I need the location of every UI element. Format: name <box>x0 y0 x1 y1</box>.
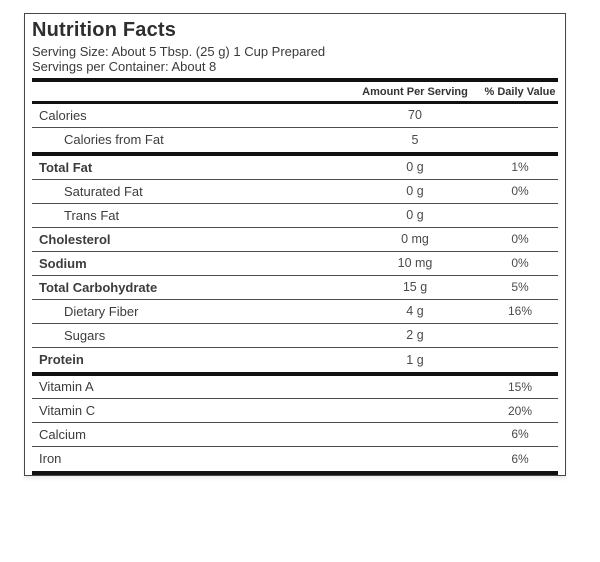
nutrient-daily-value: 6% <box>511 451 529 466</box>
nutrient-name: Total Fat <box>39 159 93 175</box>
nutrition-label: Nutrition Facts Serving Size: About 5 Tb… <box>24 13 566 476</box>
nutrient-daily-value: 1% <box>511 160 529 174</box>
servings-per-container-text: Servings per Container: About 8 <box>32 59 217 74</box>
vitamins-thick-divider <box>32 371 558 376</box>
column-header-row: Amount Per Serving % Daily Value <box>32 82 558 101</box>
nutrient-name: Sodium <box>39 255 87 271</box>
row-vitamin-a: Vitamin A 15% <box>32 376 558 400</box>
nutrient-amount: 70 <box>408 108 422 122</box>
nutrient-name: Total Carbohydrate <box>39 279 158 295</box>
nutrient-name: Vitamin C <box>39 403 96 419</box>
nutrient-amount: 5 <box>411 132 419 147</box>
nutrient-name: Calories from Fat <box>64 132 164 147</box>
nutrition-facts-title: Nutrition Facts <box>32 19 177 41</box>
row-saturated-fat: Saturated Fat 0 g 0% <box>32 180 558 204</box>
bottom-thick-divider <box>32 470 558 475</box>
row-calcium: Calcium 6% <box>32 423 558 447</box>
daily-value-header: % Daily Value <box>484 85 556 98</box>
nutrient-name: Vitamin A <box>39 379 94 395</box>
nutrient-name: Saturated Fat <box>64 183 143 199</box>
row-sodium: Sodium 10 mg 0% <box>32 252 558 276</box>
nutrient-daily-value: 6% <box>511 427 529 442</box>
nutrient-amount: 10 mg <box>397 256 433 270</box>
nutrient-name: Sugars <box>64 327 106 343</box>
row-sugars: Sugars 2 g <box>32 324 558 348</box>
column-header-divider <box>32 101 558 104</box>
nutrient-name: Dietary Fiber <box>64 303 139 319</box>
nutrient-daily-value: 0% <box>511 256 529 270</box>
nutrient-amount: 0 mg <box>401 232 429 246</box>
nutrient-amount: 0 g <box>406 208 424 222</box>
nutrient-name: Calories <box>39 107 87 123</box>
amount-per-serving-header: Amount Per Serving <box>362 85 468 98</box>
row-vitamin-c: Vitamin C 20% <box>32 399 558 424</box>
nutrient-name: Protein <box>39 352 84 367</box>
nutrient-name: Trans Fat <box>64 207 120 223</box>
nutrient-amount: 0 g <box>406 160 424 174</box>
nutrient-name: Iron <box>39 451 62 467</box>
nutrient-amount: 1 g <box>406 352 424 367</box>
row-calories-from-fat: Calories from Fat 5 <box>32 128 558 152</box>
nutrient-daily-value: 15% <box>507 379 533 394</box>
nutrient-amount: 2 g <box>406 328 424 342</box>
row-dietary-fiber: Dietary Fiber 4 g 16% <box>32 300 558 324</box>
row-iron: Iron 6% <box>32 447 558 471</box>
nutrient-name: Cholesterol <box>39 231 111 247</box>
row-protein: Protein 1 g <box>32 348 558 372</box>
row-total-fat: Total Fat 0 g 1% <box>32 156 558 180</box>
nutrient-amount: 15 g <box>402 280 428 294</box>
nutrient-daily-value: 16% <box>507 304 533 318</box>
section-thick-divider <box>32 151 558 156</box>
nutrient-daily-value: 0% <box>511 184 529 198</box>
row-total-carbohydrate: Total Carbohydrate 15 g 5% <box>32 276 558 300</box>
serving-size-text: Serving Size: About 5 Tbsp. (25 g) 1 Cup… <box>32 44 326 59</box>
nutrient-daily-value: 0% <box>511 232 529 246</box>
nutrient-amount: 0 g <box>406 184 424 198</box>
header-thick-divider <box>32 78 558 82</box>
nutrient-daily-value: 5% <box>511 280 529 294</box>
row-calories: Calories 70 <box>32 104 558 128</box>
nutrient-name: Calcium <box>39 426 86 442</box>
nutrient-daily-value: 20% <box>507 403 533 418</box>
row-cholesterol: Cholesterol 0 mg 0% <box>32 228 558 252</box>
row-trans-fat: Trans Fat 0 g <box>32 204 558 228</box>
nutrient-amount: 4 g <box>406 304 424 318</box>
